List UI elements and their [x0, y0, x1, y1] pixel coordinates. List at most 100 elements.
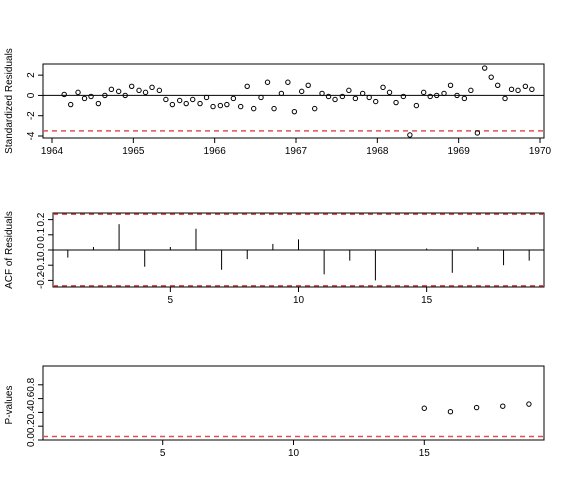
data-point [115, 88, 122, 95]
data-point [136, 87, 142, 94]
data-point [312, 105, 318, 112]
data-point [386, 89, 393, 96]
data-point [319, 90, 325, 97]
data-point [251, 105, 257, 112]
data-point [441, 90, 447, 97]
x-tick-label: 5 [160, 448, 166, 459]
data-point [515, 87, 521, 94]
data-point [495, 82, 501, 88]
data-point [129, 83, 135, 90]
data-point [61, 91, 67, 98]
data-point [359, 90, 366, 97]
data-point [88, 93, 94, 100]
data-point [434, 92, 440, 99]
data-point [169, 101, 176, 108]
data-point [108, 86, 115, 93]
pvalues-ylabel: P-values [4, 386, 15, 425]
residuals-panel: Standardized Residuals 1964 1965 1966 1967 1… [4, 48, 552, 157]
data-point [264, 79, 271, 85]
data-point [339, 93, 346, 100]
data-point [217, 102, 224, 109]
x-tick-label: 1967 [285, 146, 308, 157]
x-tick-label: 1969 [448, 146, 471, 157]
y-tick-label: 0.2 [26, 419, 37, 433]
y-tick-label: 0.2 [36, 212, 47, 226]
data-point [197, 100, 203, 107]
data-point [420, 89, 427, 96]
data-point [149, 84, 155, 91]
x-tick-label: 1965 [122, 146, 145, 157]
data-point [122, 92, 128, 99]
x-tick-label: 15 [419, 448, 431, 459]
data-point [278, 90, 285, 97]
y-tick-label: -2 [26, 111, 37, 120]
data-point [447, 82, 454, 88]
x-tick-label: 1964 [41, 146, 64, 157]
residuals-ylabel: Standardized Residuals [4, 48, 15, 154]
data-point [75, 89, 81, 96]
y-tick-label: 0.6 [26, 391, 37, 405]
residuals-plot-frame [42, 63, 545, 139]
x-tick-label: 1968 [366, 146, 389, 157]
y-tick-label: 0 [26, 92, 37, 98]
data-point [500, 403, 506, 409]
data-point [529, 86, 535, 93]
data-point [508, 86, 515, 93]
data-point [481, 65, 488, 71]
data-point [271, 105, 277, 112]
data-point [522, 83, 529, 90]
data-point [400, 93, 407, 100]
x-tick-label: 10 [288, 448, 300, 459]
y-tick-label: 0.0 [26, 433, 37, 447]
data-point [502, 95, 508, 102]
data-point [407, 132, 413, 138]
y-tick-label: -0.2 [36, 271, 47, 289]
data-point [81, 95, 88, 102]
data-point [461, 95, 468, 102]
data-point [427, 93, 433, 100]
x-tick-label: 1970 [529, 146, 552, 157]
x-tick-label: 5 [168, 295, 174, 306]
data-point [203, 94, 210, 101]
y-tick-label: 0.8 [26, 377, 37, 391]
x-tick-label: 15 [421, 295, 433, 306]
data-point [366, 94, 372, 101]
data-point [68, 101, 74, 108]
data-point [102, 92, 108, 99]
pvalues-plot-frame [42, 365, 545, 441]
data-point [285, 79, 291, 85]
data-point [473, 404, 480, 411]
data-point [95, 100, 102, 107]
pvalues-panel: P-values 5 10 15 0.00.20.40.60.8 [4, 365, 545, 459]
data-point [380, 84, 386, 91]
x-tick-label: 1966 [204, 146, 227, 157]
x-tick-label: 10 [293, 295, 305, 306]
y-tick-label: 0.4 [26, 405, 37, 419]
data-point [230, 95, 237, 102]
data-point [488, 74, 494, 80]
data-point [325, 93, 332, 100]
data-point [526, 401, 532, 407]
data-point [224, 101, 230, 108]
data-point [142, 89, 149, 96]
data-point [183, 100, 189, 107]
acf-panel: ACF of Residuals 5 10 15 -0.2-0.10.0 0.10.2 [4, 211, 545, 306]
data-point [346, 87, 352, 94]
y-tick-label: -0.1 [36, 256, 47, 274]
data-point [237, 103, 244, 110]
data-point [332, 96, 338, 103]
data-point [163, 96, 169, 103]
y-tick-label: 2 [26, 72, 37, 78]
data-point [298, 88, 305, 95]
y-tick-label: 0.0 [36, 243, 47, 257]
data-point [421, 405, 427, 411]
data-point [210, 103, 216, 110]
data-point [258, 94, 264, 101]
data-point [291, 108, 298, 115]
data-point [447, 409, 454, 415]
data-point [352, 95, 359, 102]
data-point [373, 98, 379, 105]
data-point [190, 96, 196, 103]
acf-ylabel: ACF of Residuals [4, 211, 15, 289]
